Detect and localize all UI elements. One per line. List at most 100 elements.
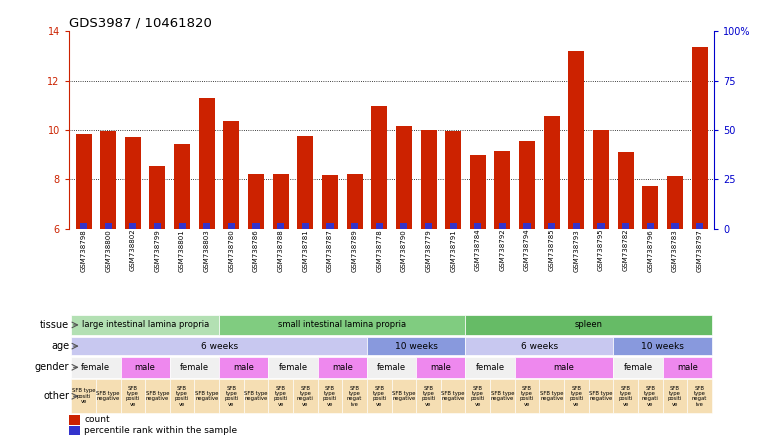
Text: GSM738778: GSM738778 [376, 229, 382, 272]
Bar [199, 98, 215, 229]
Bar [400, 223, 407, 229]
Text: GSM738779: GSM738779 [426, 229, 432, 272]
Bar [145, 379, 170, 413]
Bar [371, 107, 387, 229]
Text: count: count [84, 416, 110, 424]
Bar [465, 337, 613, 355]
Text: GSM738796: GSM738796 [647, 229, 653, 272]
Bar [174, 143, 190, 229]
Text: female: female [475, 363, 505, 372]
Bar [326, 223, 334, 229]
Text: SFB type
negative: SFB type negative [442, 391, 465, 401]
Text: GSM738782: GSM738782 [623, 229, 629, 271]
Bar [121, 357, 170, 378]
Bar [494, 151, 510, 229]
Bar [416, 379, 441, 413]
Bar [293, 379, 318, 413]
Bar [617, 152, 633, 229]
Text: female: female [278, 363, 308, 372]
Text: GSM738786: GSM738786 [253, 229, 259, 272]
Bar [71, 337, 367, 355]
Text: GSM738793: GSM738793 [573, 229, 579, 272]
Bar [223, 121, 239, 229]
Text: GSM738783: GSM738783 [672, 229, 678, 272]
Bar [318, 357, 367, 378]
Bar [273, 174, 289, 229]
Text: male: male [233, 363, 254, 372]
Text: SFB
type
negat
ive: SFB type negat ive [347, 386, 362, 407]
Text: SFB
type
positi
ve: SFB type positi ve [668, 386, 682, 407]
Bar [342, 379, 367, 413]
Text: female: female [623, 363, 652, 372]
Bar [613, 379, 638, 413]
Text: SFB
type
positi
ve: SFB type positi ve [372, 386, 387, 407]
Bar [420, 130, 436, 229]
Text: GSM738797: GSM738797 [697, 229, 703, 272]
Text: SFB type
negative: SFB type negative [96, 391, 120, 401]
Text: SFB
type
negati
ve: SFB type negati ve [297, 386, 314, 407]
Bar [100, 131, 116, 229]
Bar [219, 357, 268, 378]
Text: SFB type
negative: SFB type negative [146, 391, 169, 401]
Text: female: female [81, 363, 111, 372]
Bar [622, 223, 630, 229]
Text: male: male [554, 363, 575, 372]
Bar [613, 357, 662, 378]
Text: SFB
type
positi
ve: SFB type positi ve [322, 386, 337, 407]
Bar [105, 223, 112, 229]
Text: GSM738784: GSM738784 [474, 229, 481, 271]
Bar [515, 379, 539, 413]
Bar [646, 223, 654, 229]
Bar [69, 415, 80, 424]
Bar [441, 379, 465, 413]
Bar [474, 223, 481, 229]
Text: age: age [51, 341, 70, 351]
Text: GSM738785: GSM738785 [549, 229, 555, 271]
Bar [662, 357, 712, 378]
Text: large intestinal lamina propria: large intestinal lamina propria [82, 321, 209, 329]
Text: GSM738794: GSM738794 [524, 229, 530, 271]
Text: small intestinal lamina propria: small intestinal lamina propria [278, 321, 406, 329]
Bar [194, 379, 219, 413]
Text: SFB type
negative: SFB type negative [195, 391, 219, 401]
Bar [672, 223, 678, 229]
Text: GSM738803: GSM738803 [204, 229, 210, 272]
Bar [696, 223, 703, 229]
Text: percentile rank within the sample: percentile rank within the sample [84, 426, 238, 435]
Bar [170, 379, 194, 413]
Text: GSM738788: GSM738788 [277, 229, 283, 272]
Text: SFB
type
positi
ve: SFB type positi ve [125, 386, 140, 407]
Bar [416, 357, 465, 378]
Text: SFB
type
negati
ve: SFB type negati ve [642, 386, 659, 407]
Bar [129, 223, 137, 229]
Bar [597, 223, 604, 229]
Text: GSM738789: GSM738789 [351, 229, 358, 272]
Bar [523, 223, 531, 229]
Text: GSM738790: GSM738790 [401, 229, 407, 272]
Text: SFB
type
positi
ve: SFB type positi ve [618, 386, 633, 407]
Bar [80, 223, 87, 229]
Text: female: female [377, 363, 406, 372]
Text: SFB
type
positi
ve: SFB type positi ve [471, 386, 485, 407]
Text: GDS3987 / 10461820: GDS3987 / 10461820 [69, 17, 212, 30]
Text: 6 weeks: 6 weeks [521, 341, 558, 351]
Bar [568, 51, 584, 229]
Bar [71, 357, 121, 378]
Text: GSM738787: GSM738787 [327, 229, 333, 272]
Text: SFB type
positi
ve: SFB type positi ve [72, 388, 96, 404]
Bar [376, 223, 383, 229]
Bar [688, 379, 712, 413]
Bar [396, 126, 412, 229]
Bar [539, 379, 564, 413]
Text: GSM738799: GSM738799 [154, 229, 160, 272]
Bar [449, 223, 457, 229]
Bar [219, 379, 244, 413]
Bar [154, 223, 161, 229]
Bar [589, 379, 613, 413]
Bar [548, 223, 555, 229]
Bar [277, 223, 284, 229]
Bar [465, 357, 515, 378]
Bar [150, 166, 166, 229]
Bar [465, 379, 490, 413]
Bar [268, 379, 293, 413]
